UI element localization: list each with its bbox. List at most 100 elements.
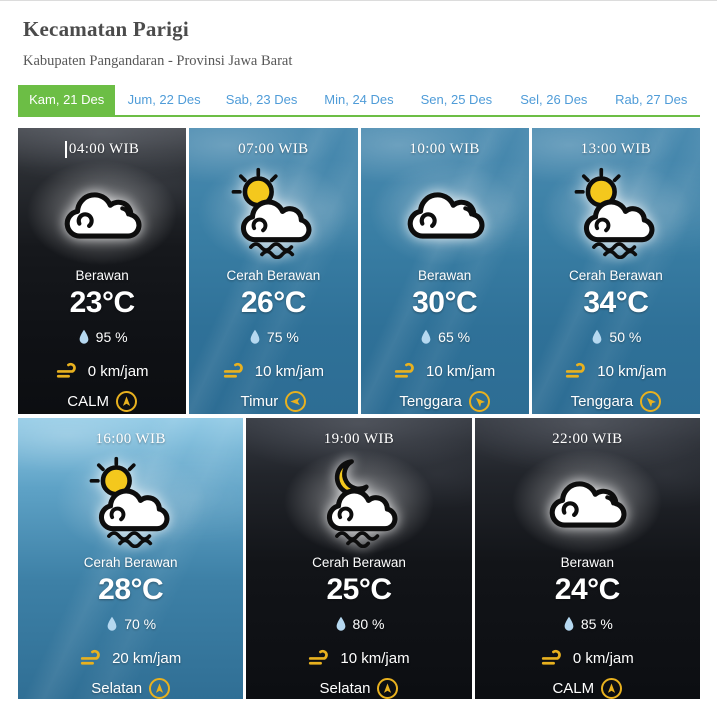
forecast-card: 07:00 WIB Cerah Berawan 26°C 75 %	[189, 128, 358, 414]
temperature-value: 30°C	[412, 286, 478, 319]
wind-speed-value: 10 km/jam	[426, 362, 496, 380]
wind-icon	[80, 649, 100, 665]
tab-day-3[interactable]: Sab, 23 Des	[225, 92, 298, 107]
humidity-droplet-icon	[593, 329, 602, 344]
wind-speed-row: 10 km/jam	[565, 361, 666, 381]
wind-icon	[566, 362, 586, 378]
wind-direction-value: CALM	[552, 680, 595, 697]
forecast-time-value: 16:00 WIB	[95, 431, 166, 447]
forecast-time-value: 10:00 WIB	[409, 141, 480, 157]
weather-icon-sun-cloud	[574, 167, 655, 259]
wind-direction-row: Tenggara	[399, 386, 495, 414]
weather-icon-sun-cloud	[231, 167, 312, 259]
weather-icon-cloud	[407, 192, 485, 239]
wind-speed-row: 10 km/jam	[223, 361, 324, 381]
temperature-value: 34°C	[583, 286, 649, 319]
wind-speed-row: 0 km/jam	[541, 648, 634, 668]
forecast-time-value: 22:00 WIB	[552, 431, 623, 447]
temperature-value: 26°C	[240, 286, 307, 319]
humidity-row: 50 %	[590, 328, 641, 346]
condition-value: Berawan	[560, 555, 614, 570]
weather-icon-cloud	[549, 480, 627, 528]
wind-speed-row: 0 km/jam	[56, 361, 149, 381]
wind-speed-value: 10 km/jam	[340, 649, 410, 667]
humidity-value: 75 %	[266, 329, 299, 345]
forecast-row-2: 16:00 WIB Cerah Berawan 28°C 70 %	[18, 418, 700, 699]
forecast-card: 10:00 WIB Berawan 30°C 65 % 10 km/jam Te…	[360, 128, 529, 414]
weather-icon-sun-cloud	[89, 456, 170, 548]
page-title: Kecamatan Parigi	[23, 17, 189, 41]
humidity-droplet-icon	[564, 616, 574, 631]
tab-day-2[interactable]: Jum, 22 Des	[127, 92, 201, 107]
wind-direction-value: Selatan	[91, 680, 143, 697]
condition-value: Cerah Berawan	[568, 268, 663, 283]
humidity-row: 75 %	[248, 328, 299, 346]
wind-direction-value: Selatan	[319, 680, 371, 697]
wind-direction-compass-icon	[601, 678, 623, 699]
forecast-row-1: 04:00 WIB Berawan 23°C 95 % 0 km/jam CAL…	[18, 128, 700, 414]
wind-direction-compass-icon	[464, 386, 495, 414]
tab-day-7[interactable]: Rab, 27 Des	[615, 92, 688, 107]
wind-speed-row: 10 km/jam	[394, 361, 495, 381]
condition-value: Berawan	[417, 268, 472, 283]
condition-value: Cerah Berawan	[226, 268, 321, 283]
condition-value: Cerah Berawan	[312, 555, 406, 570]
condition-value: Cerah Berawan	[83, 555, 178, 570]
wind-speed-value: 0 km/jam	[87, 362, 149, 380]
wind-icon	[541, 649, 561, 665]
forecast-time-value: 13:00 WIB	[580, 141, 652, 157]
humidity-value: 85 %	[580, 616, 613, 632]
wind-direction-value: Tenggara	[570, 393, 634, 410]
humidity-droplet-icon	[79, 329, 89, 344]
wind-direction-value: CALM	[67, 393, 109, 410]
wind-speed-value: 20 km/jam	[112, 649, 182, 667]
forecast-card: 04:00 WIB Berawan 23°C 95 % 0 km/jam CAL…	[18, 128, 187, 414]
forecast-card: 19:00 WIB Cerah Berawan 25°C 80 % 10 km/…	[246, 418, 472, 699]
forecast-time: 16:00 WIB	[95, 431, 165, 448]
forecast-time: 19:00 WIB	[324, 431, 394, 448]
humidity-droplet-icon	[250, 329, 260, 344]
humidity-droplet-icon	[421, 329, 431, 344]
forecast-card: 16:00 WIB Cerah Berawan 28°C 70 %	[18, 418, 244, 699]
weather-icon-moon-cloud	[326, 458, 398, 548]
forecast-time: 22:00 WIB	[552, 431, 622, 448]
forecast-time-value: 19:00 WIB	[323, 431, 395, 447]
forecast-time: 13:00 WIB	[581, 141, 651, 158]
tab-day-4[interactable]: Min, 24 Des	[324, 92, 394, 107]
temperature-value: 28°C	[98, 573, 164, 606]
forecast-card: 13:00 WIB Cerah Berawan 34°C 50 %	[531, 128, 700, 414]
wind-direction-compass-icon	[149, 678, 171, 699]
wind-speed-value: 10 km/jam	[597, 362, 667, 380]
humidity-row: 80 %	[334, 615, 385, 633]
humidity-droplet-icon	[336, 616, 345, 631]
wind-speed-value: 0 km/jam	[572, 649, 634, 667]
day-tabs: Kam, 21 Des Jum, 22 Des Sab, 23 Des Min, 24…	[18, 85, 700, 117]
wind-icon	[223, 362, 243, 378]
wind-icon	[394, 362, 414, 378]
wind-direction-row: Selatan	[320, 678, 399, 699]
forecast-card: 22:00 WIB Berawan 24°C 85 % 0 km/jam CAL…	[474, 418, 700, 699]
tab-day-1[interactable]: Kam, 21 Des	[18, 85, 116, 115]
forecast-time-value: 04:00 WIB	[68, 141, 140, 157]
tab-day-5[interactable]: Sen, 25 Des	[420, 92, 493, 107]
wind-direction-row: CALM	[67, 391, 137, 412]
wind-direction-row: Tenggara	[570, 386, 666, 414]
humidity-value: 80 %	[352, 616, 385, 632]
wind-direction-compass-icon	[377, 678, 399, 699]
wind-speed-value: 10 km/jam	[254, 362, 324, 380]
wind-direction-row: Selatan	[91, 678, 171, 699]
forecast-time-value: 07:00 WIB	[238, 141, 309, 157]
wind-direction-compass-icon	[285, 391, 307, 412]
forecast-time: 04:00 WIB	[64, 141, 140, 158]
humidity-row: 95 %	[77, 328, 128, 346]
humidity-row: 65 %	[419, 328, 470, 346]
wind-direction-value: Timur	[240, 393, 279, 410]
wind-speed-row: 20 km/jam	[80, 648, 181, 668]
wind-direction-row: CALM	[552, 678, 623, 699]
page-subtitle: Kabupaten Pangandaran - Provinsi Jawa Ba…	[23, 53, 293, 69]
humidity-value: 65 %	[438, 329, 471, 345]
tab-day-6[interactable]: Sel, 26 Des	[520, 92, 588, 107]
forecast-time: 07:00 WIB	[238, 141, 308, 158]
wind-icon	[309, 649, 329, 665]
